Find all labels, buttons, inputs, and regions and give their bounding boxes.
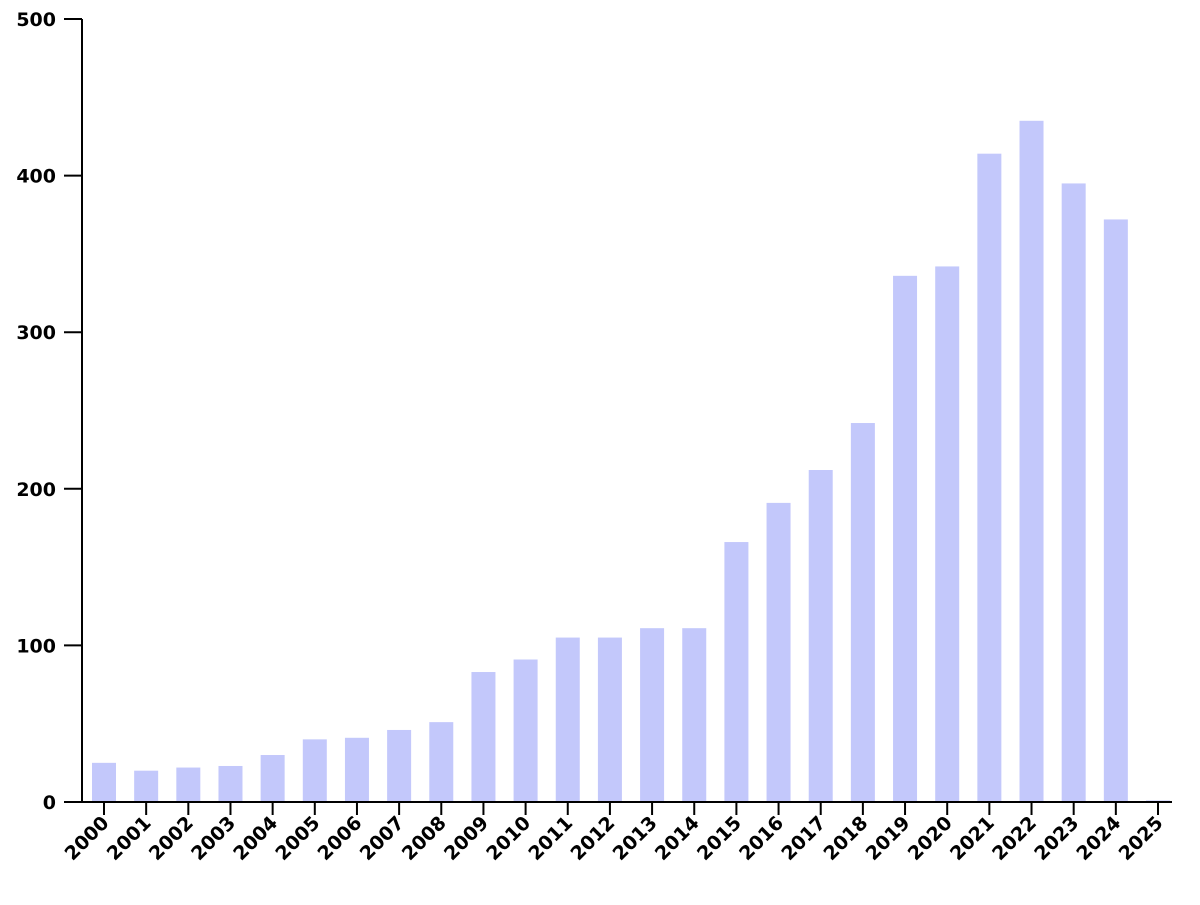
x-tick-label: 2003 xyxy=(187,812,240,865)
x-tick-label: 2021 xyxy=(946,812,999,865)
bar-2008 xyxy=(429,722,454,802)
bar-2013 xyxy=(640,628,665,802)
bar-2017 xyxy=(808,470,833,802)
bar-2014 xyxy=(682,628,707,802)
bar-2023 xyxy=(1061,183,1086,802)
bar-2003 xyxy=(218,765,243,802)
bar-2009 xyxy=(471,672,496,802)
x-tick-label: 2020 xyxy=(904,812,957,865)
x-tick-label: 2007 xyxy=(356,812,409,865)
bars-layer xyxy=(92,120,1170,803)
bar-2018 xyxy=(850,423,875,802)
bar-2021 xyxy=(977,153,1002,802)
x-tick-label: 2004 xyxy=(229,812,282,865)
x-tick-label: 2010 xyxy=(482,812,535,865)
x-tick-label: 2002 xyxy=(145,812,198,865)
x-tick-label: 2016 xyxy=(735,812,788,865)
bar-2011 xyxy=(555,637,580,802)
x-tick-label: 2011 xyxy=(524,812,577,865)
x-axis: 2000200120022003200420052006200720082009… xyxy=(61,801,1172,865)
bar-2019 xyxy=(893,275,918,803)
bar-2024 xyxy=(1103,219,1128,802)
bar-2020 xyxy=(935,266,960,803)
bar-2015 xyxy=(724,542,749,802)
bar-2022 xyxy=(1019,120,1044,803)
y-tick-label: 500 xyxy=(16,9,56,31)
bar-2016 xyxy=(766,502,791,802)
y-tick-label: 0 xyxy=(43,792,56,814)
x-tick-label: 2006 xyxy=(314,812,367,865)
bar-2000 xyxy=(92,762,116,802)
x-tick-label: 2018 xyxy=(819,812,872,865)
bar-2001 xyxy=(134,770,159,802)
x-tick-label: 2005 xyxy=(271,812,324,865)
y-tick-label: 200 xyxy=(16,479,56,501)
bar-2002 xyxy=(176,767,201,802)
x-tick-label: 2000 xyxy=(61,812,114,865)
x-tick-label: 2015 xyxy=(693,812,746,865)
y-tick-label: 300 xyxy=(16,322,56,344)
x-tick-label: 2023 xyxy=(1030,812,1083,865)
bar-2012 xyxy=(597,637,622,802)
bar-2010 xyxy=(513,659,538,802)
x-tick-label: 2008 xyxy=(398,812,451,865)
x-tick-label: 2001 xyxy=(103,812,156,865)
x-tick-label: 2024 xyxy=(1072,812,1125,865)
x-tick-label: 2014 xyxy=(651,812,704,865)
x-tick-label: 2013 xyxy=(609,812,662,865)
x-tick-label: 2017 xyxy=(777,812,830,865)
x-tick-label: 2019 xyxy=(862,812,915,865)
bar-2004 xyxy=(260,755,285,802)
x-tick-label: 2022 xyxy=(988,812,1041,865)
x-tick-label: 2025 xyxy=(1115,812,1168,865)
y-tick-label: 100 xyxy=(16,635,56,657)
bar-2005 xyxy=(302,739,327,802)
y-tick-label: 400 xyxy=(16,166,56,188)
x-tick-label: 2009 xyxy=(440,812,493,865)
x-tick-label: 2012 xyxy=(566,812,619,865)
bar-2006 xyxy=(344,737,369,802)
y-axis: 0 100 200 300 400 500 xyxy=(16,9,83,814)
bar-2007 xyxy=(387,729,412,802)
